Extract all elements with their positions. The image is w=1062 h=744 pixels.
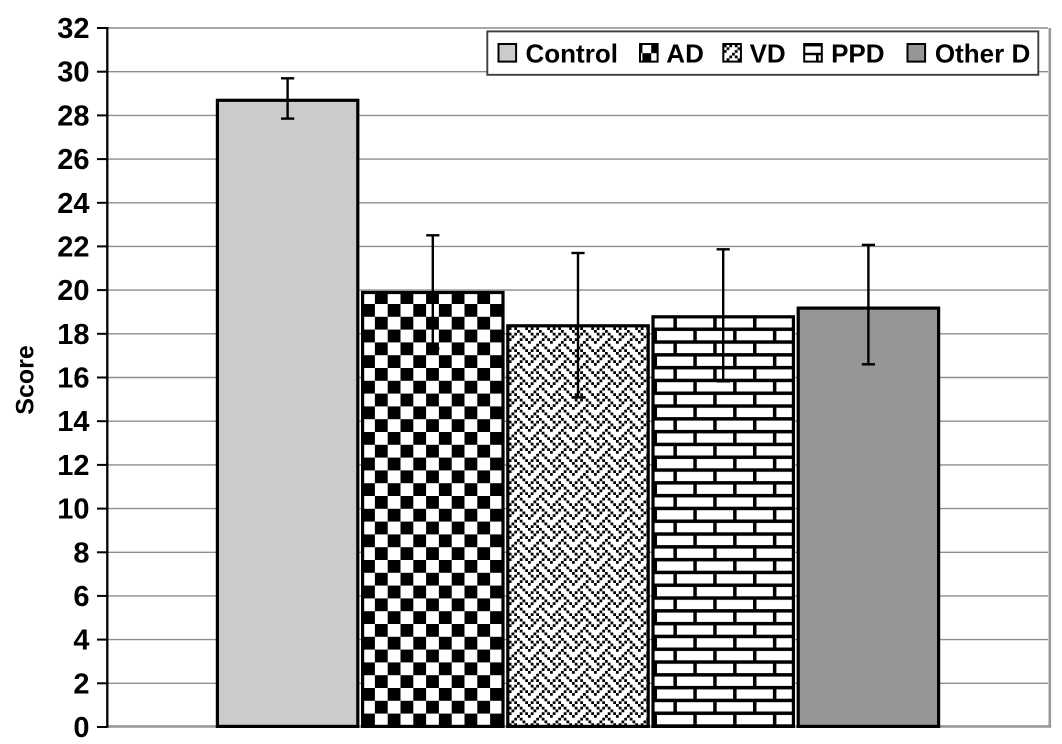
svg-text:8: 8 (73, 537, 89, 569)
svg-text:2: 2 (73, 668, 89, 700)
svg-text:28: 28 (57, 100, 89, 132)
svg-text:4: 4 (73, 625, 89, 657)
svg-text:Other D: Other D (935, 39, 1030, 69)
svg-text:PPD: PPD (831, 39, 884, 69)
svg-text:16: 16 (57, 363, 89, 395)
svg-text:24: 24 (57, 188, 89, 220)
svg-text:6: 6 (73, 581, 89, 613)
svg-text:14: 14 (57, 406, 89, 438)
svg-text:VD: VD (750, 39, 786, 69)
svg-text:18: 18 (57, 319, 89, 351)
svg-text:AD: AD (666, 39, 704, 69)
svg-text:30: 30 (57, 57, 89, 89)
svg-text:26: 26 (57, 144, 89, 176)
svg-text:32: 32 (57, 13, 89, 45)
svg-text:12: 12 (57, 450, 89, 482)
svg-text:10: 10 (57, 494, 89, 526)
svg-text:22: 22 (57, 231, 89, 263)
svg-text:20: 20 (57, 275, 89, 307)
svg-text:Control: Control (526, 39, 618, 69)
svg-text:Score: Score (12, 345, 40, 415)
svg-text:0: 0 (73, 712, 89, 744)
